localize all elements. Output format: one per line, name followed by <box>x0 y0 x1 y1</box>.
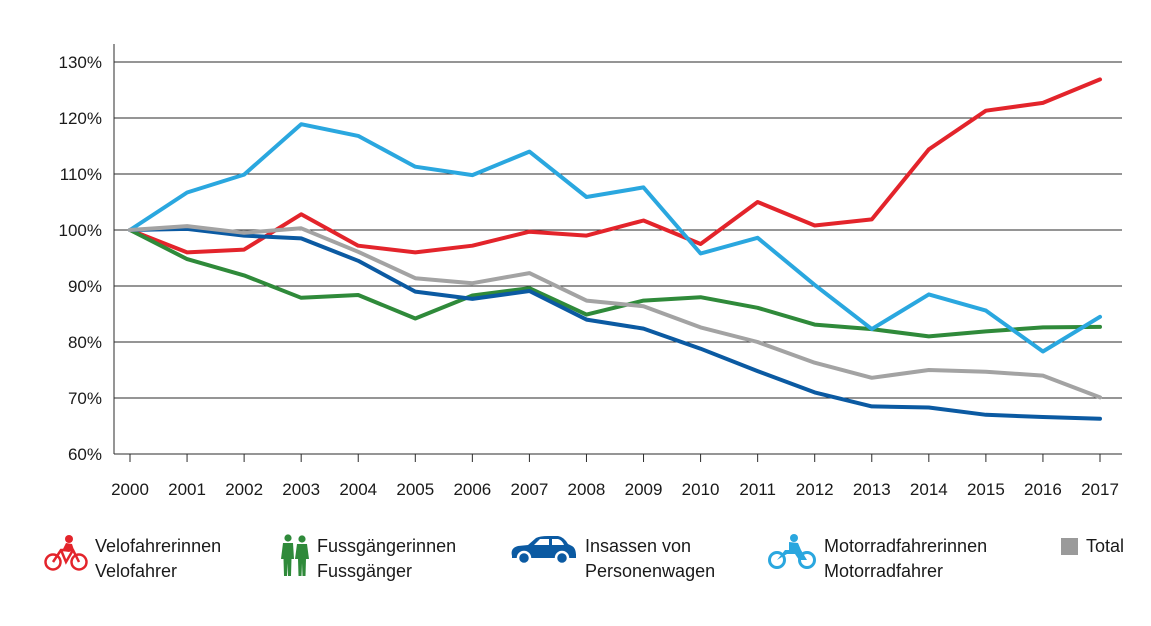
x-tick-label: 2003 <box>282 480 320 499</box>
series-line-moto <box>128 122 1102 354</box>
series-line-fuss <box>128 228 1102 339</box>
y-tick-label: 70% <box>68 389 102 408</box>
total-swatch <box>1061 538 1078 555</box>
legend-label-total: Total <box>1086 536 1125 556</box>
legend-label-moto-2: Motorradfahrer <box>824 561 944 581</box>
x-tick-label: 2010 <box>682 480 720 499</box>
legend-label-pkw-1: Insassen von <box>585 536 692 556</box>
series-line-pkw <box>128 226 1102 421</box>
y-tick-label: 90% <box>68 277 102 296</box>
x-tick-label: 2000 <box>111 480 149 499</box>
x-tick-label: 2013 <box>853 480 891 499</box>
series-lines <box>128 77 1102 421</box>
legend-item-total: Total <box>1061 534 1124 559</box>
legend-label-moto-1: Motorradfahrerinnen <box>824 536 988 556</box>
series-line-total <box>128 224 1102 400</box>
legend-label-velo-1: Velofahrerinnen <box>95 536 222 556</box>
y-tick-label: 100% <box>59 221 102 240</box>
motorcyclist-icon <box>768 534 816 569</box>
cyclist-icon <box>44 535 88 571</box>
legend: Velofahrerinnen Velofahrer Fussgängerinn… <box>0 528 1151 626</box>
x-tick-label: 2008 <box>568 480 606 499</box>
x-tick-label: 2005 <box>396 480 434 499</box>
legend-label-velo-2: Velofahrer <box>95 561 178 581</box>
x-tick-label: 2001 <box>168 480 206 499</box>
line-chart: 60%70%80%90%100%110%120%130% 2000 2001 200… <box>59 44 1122 499</box>
legend-label-fuss-2: Fussgänger <box>317 561 413 581</box>
y-tick-label: 60% <box>68 445 102 464</box>
x-tick-label: 2011 <box>739 480 776 499</box>
legend-item-velo: Velofahrerinnen Velofahrer <box>44 534 221 584</box>
legend-label-pkw-2: Personenwagen <box>585 561 716 581</box>
y-tick-label: 110% <box>60 165 102 184</box>
x-tick-label: 2004 <box>339 480 377 499</box>
y-tick-label: 80% <box>68 333 102 352</box>
x-tick-label: 2016 <box>1024 480 1062 499</box>
x-tick-label: 2007 <box>510 480 548 499</box>
y-tick-label: 120% <box>59 109 102 128</box>
x-tick-label: 2014 <box>910 480 948 499</box>
x-tick-label: 2017 <box>1081 480 1119 499</box>
x-tick-label: 2015 <box>967 480 1005 499</box>
pedestrians-icon <box>281 534 309 576</box>
y-tick-label: 130% <box>59 53 102 72</box>
x-axis: 2000 2001 2002 2003 2004 2005 2006 2007 2008 2009… <box>111 453 1122 499</box>
x-tick-label: 2002 <box>225 480 263 499</box>
legend-item-moto: Motorradfahrerinnen Motorradfahrer <box>767 534 987 584</box>
legend-label-fuss-1: Fussgängerinnen <box>317 536 457 556</box>
legend-item-pkw: Insassen von Personenwagen <box>508 534 715 584</box>
x-tick-label: 2012 <box>796 480 834 499</box>
x-tick-label: 2009 <box>625 480 663 499</box>
car-icon <box>511 536 576 566</box>
x-tick-label: 2006 <box>453 480 491 499</box>
y-axis: 60% 70% 80% 90% 100% 110% 120% 130% <box>59 44 115 464</box>
series-line-velo <box>128 77 1102 255</box>
legend-item-fuss: Fussgängerinnen Fussgänger <box>280 534 456 584</box>
